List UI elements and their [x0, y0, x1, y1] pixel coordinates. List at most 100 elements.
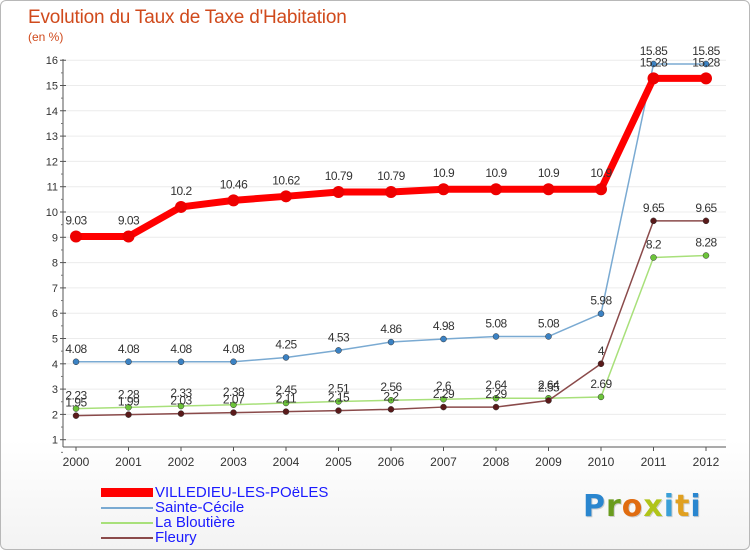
- y-tick-label: 16: [46, 55, 58, 67]
- series-line: [72, 74, 710, 241]
- series-la-blouti-re: 2.23 2.28 2.33 2.38 2.45 2.51 2.56 2.6 2.64 2.64 2…: [65, 236, 718, 412]
- data-point: [282, 408, 290, 415]
- x-tick-label: 2006: [378, 455, 405, 469]
- data-point: [387, 396, 395, 404]
- y-tick-label: 14: [46, 106, 58, 118]
- y-tick-label: 11: [47, 182, 58, 194]
- data-label: 10.9: [433, 166, 455, 180]
- logo-letter: i: [690, 489, 702, 524]
- y-tick-label: 10: [46, 207, 58, 219]
- data-label: 2.6: [436, 379, 452, 393]
- data-label: 5.98: [590, 294, 612, 308]
- legend-swatch: [101, 537, 153, 539]
- data-point: [440, 395, 447, 403]
- data-point: [490, 183, 502, 196]
- x-tick-label: 2009: [535, 455, 562, 469]
- y-tick-label: 12: [46, 156, 58, 168]
- data-label: 15.85: [692, 44, 720, 58]
- data-label: 2.29: [485, 387, 507, 401]
- data-point: [70, 230, 82, 243]
- data-label: 2.07: [223, 393, 245, 407]
- data-point: [597, 360, 605, 368]
- data-label: 2.38: [223, 385, 245, 399]
- data-label: 4.08: [170, 342, 192, 356]
- data-label: 10.62: [272, 173, 300, 187]
- data-label: 2.03: [170, 394, 192, 408]
- data-point: [125, 411, 132, 418]
- data-label: 10.9: [538, 166, 560, 180]
- data-point: [492, 333, 500, 340]
- data-point: [72, 412, 80, 419]
- data-label: 9.03: [65, 214, 87, 228]
- data-point: [647, 72, 660, 85]
- data-point: [437, 183, 450, 196]
- legend-label: Fleury: [155, 529, 197, 546]
- data-point: [72, 405, 80, 412]
- logo-letter: o: [621, 489, 644, 524]
- data-label: 2.23: [65, 389, 87, 403]
- data-point: [335, 347, 342, 354]
- data-point: [177, 358, 185, 366]
- data-label: 5.08: [485, 316, 507, 330]
- proxiti-logo: Proxiti: [583, 489, 702, 524]
- data-label: 10.2: [170, 184, 192, 198]
- data-label: 10.9: [485, 166, 507, 180]
- chart-subtitle: (en %): [28, 30, 64, 44]
- x-tick-label: 2001: [115, 455, 142, 469]
- data-label: 2.56: [380, 380, 402, 394]
- data-label: 2.11: [276, 392, 297, 406]
- data-label: 4.08: [223, 342, 245, 356]
- x-tick-label: 2003: [220, 455, 247, 469]
- data-point: [230, 409, 237, 416]
- logo-letter: x: [643, 489, 664, 524]
- chart-title: Evolution du Taux de Taxe d'Habitation: [28, 7, 347, 28]
- data-point: [332, 186, 345, 199]
- x-tick-label: 2012: [693, 455, 720, 469]
- data-label: 2.45: [275, 383, 297, 397]
- data-label: 2.55: [538, 380, 560, 394]
- x-tick-labels: 2000 2001 2002 2003 2004 2005 2006 2007 2008 2009…: [63, 447, 720, 469]
- data-label: 2.64: [538, 378, 560, 392]
- data-point: [440, 403, 447, 411]
- data-point: [387, 338, 395, 346]
- legend-swatch: [101, 522, 153, 524]
- data-point: [122, 230, 135, 243]
- y-tick-label: 4: [52, 359, 58, 371]
- x-tick-label: 2000: [63, 455, 90, 469]
- y-tick-label: 1: [52, 435, 58, 447]
- data-label: 9.65: [695, 201, 717, 215]
- data-label: 15.85: [640, 44, 668, 58]
- legend-swatch: [101, 507, 153, 509]
- data-point: [230, 358, 237, 366]
- data-point: [702, 217, 710, 225]
- x-tick-label: 2002: [168, 455, 195, 469]
- y-tick-label: 13: [46, 131, 58, 143]
- data-label: 10.79: [325, 169, 353, 183]
- data-point: [492, 394, 500, 402]
- data-point: [230, 401, 237, 409]
- logo-letter: t: [675, 489, 691, 524]
- data-point: [545, 397, 552, 404]
- data-point: [385, 186, 397, 199]
- data-label: 4.53: [328, 330, 350, 344]
- y-tick-label: 5: [52, 334, 58, 346]
- data-label: 1.95: [65, 396, 87, 410]
- data-label: 4: [598, 344, 605, 358]
- data-label: 5.08: [538, 316, 560, 330]
- data-label: 2.29: [433, 387, 455, 401]
- data-point: [597, 393, 605, 401]
- data-label: 4.08: [65, 342, 87, 356]
- data-point: [335, 398, 342, 405]
- x-tick-label: 2004: [273, 455, 300, 469]
- data-point: [282, 399, 290, 407]
- data-label: 4.98: [433, 319, 455, 333]
- legend-label: Sainte-Cécile: [155, 499, 245, 516]
- data-label: 2.64: [485, 378, 507, 392]
- logo-letter: r: [606, 489, 622, 524]
- data-point: [227, 194, 240, 207]
- data-label: 2.51: [328, 381, 350, 395]
- x-tick-label: 2011: [641, 455, 667, 469]
- data-point: [125, 358, 132, 366]
- data-label: 4.25: [275, 337, 297, 351]
